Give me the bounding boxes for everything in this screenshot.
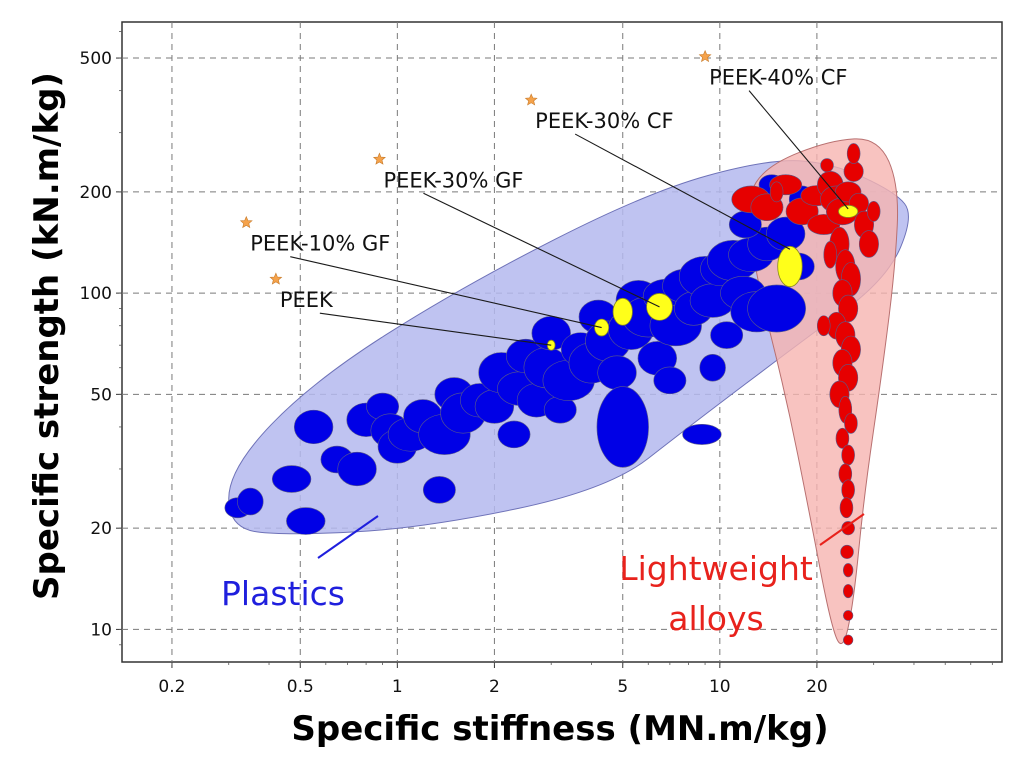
plastic-material-marker: [293, 409, 334, 445]
alloy-material-marker: [843, 161, 864, 182]
y-tick-label: 100: [80, 284, 112, 304]
material-points: [224, 143, 881, 646]
alloy-material-marker: [858, 230, 879, 258]
plastic-material-marker: [710, 321, 744, 349]
plastic-material-marker: [422, 476, 456, 504]
alloys-region-label-line-1: Lightweight: [619, 549, 813, 588]
x-tick-label: 1: [392, 677, 403, 697]
alloy-material-marker: [769, 181, 784, 203]
star-icon: [269, 272, 283, 285]
plastic-material-marker: [271, 465, 312, 493]
plastic-material-marker: [237, 487, 264, 516]
x-tick-label: 0.5: [287, 677, 314, 697]
plastic-material-marker: [682, 424, 722, 445]
plastic-material-marker: [286, 507, 326, 535]
peek-grade-label: PEEK-10% GF: [250, 232, 390, 256]
alloy-material-marker: [843, 610, 854, 621]
y-tick-label: 50: [90, 385, 112, 405]
plastics-leader-line: [317, 515, 379, 559]
alloy-material-marker: [841, 521, 855, 536]
alloy-material-marker: [866, 200, 881, 222]
alloy-material-marker: [841, 479, 855, 501]
alloy-material-marker: [846, 143, 861, 164]
x-tick-label: 20: [806, 677, 828, 697]
y-tick-label: 200: [80, 183, 112, 203]
alloy-material-marker: [840, 544, 854, 559]
alloy-material-marker: [843, 634, 854, 646]
annotation-leader-line: [319, 312, 552, 346]
plastic-material-marker: [597, 355, 637, 390]
star-icon: [239, 215, 253, 229]
peek-marker: [777, 245, 803, 288]
y-axis-title: Specific strength (kN.m/kg): [27, 72, 67, 600]
plastic-material-marker: [653, 366, 687, 395]
peek-marker: [838, 204, 859, 218]
x-tick-label: 10: [709, 677, 731, 697]
y-tick-label: 500: [80, 49, 112, 69]
alloys-leader-line: [819, 513, 865, 546]
x-tick-label: 0.2: [158, 677, 185, 697]
alloy-material-marker: [839, 497, 854, 519]
alloy-material-marker: [841, 444, 855, 466]
plastic-material-marker: [497, 420, 531, 449]
annotation-leader-line: [290, 256, 602, 329]
alloy-material-marker: [816, 315, 831, 337]
alloy-material-marker: [843, 563, 854, 578]
plastic-material-marker: [747, 284, 806, 333]
star-icon: [698, 49, 712, 63]
plastics-region-label: Plastics: [221, 574, 345, 613]
x-tick-label: 5: [617, 677, 628, 697]
peek-grade-label: PEEK-30% GF: [383, 168, 523, 192]
peek-grade-label: PEEK-30% CF: [535, 109, 673, 133]
y-tick-label: 10: [90, 620, 112, 640]
peek-annotations: PEEK PEEK-10% GF PEEK-30% GF PEEK-30% CF PEE…: [239, 49, 849, 346]
alloy-material-marker: [835, 427, 850, 449]
peek-grade-label: PEEK: [280, 288, 334, 312]
alloy-material-marker: [844, 412, 858, 434]
plastic-material-marker: [337, 451, 377, 487]
star-icon: [524, 93, 538, 106]
axis-ticks: 0.2 0.5 1 2 5 10 20 10 20 50 100 200 500: [80, 31, 993, 697]
annotation-leader-line: [423, 192, 660, 308]
alloys-region-label-line-2: alloys: [668, 599, 763, 638]
alloy-material-marker: [843, 584, 854, 599]
star-icon: [372, 152, 386, 165]
annotation-leader-line: [748, 90, 849, 210]
peek-marker: [612, 297, 633, 326]
alloy-material-marker: [823, 241, 837, 269]
x-tick-label: 2: [489, 677, 500, 697]
y-tick-label: 20: [90, 519, 112, 539]
plastic-material-marker: [596, 386, 649, 468]
peek-grade-label: PEEK-40% CF: [709, 66, 847, 90]
annotation-leader-line: [574, 133, 791, 250]
x-axis-title: Specific stiffness (MN.m/kg): [291, 709, 828, 749]
plastic-material-marker: [699, 353, 726, 382]
alloy-material-marker: [820, 158, 834, 173]
